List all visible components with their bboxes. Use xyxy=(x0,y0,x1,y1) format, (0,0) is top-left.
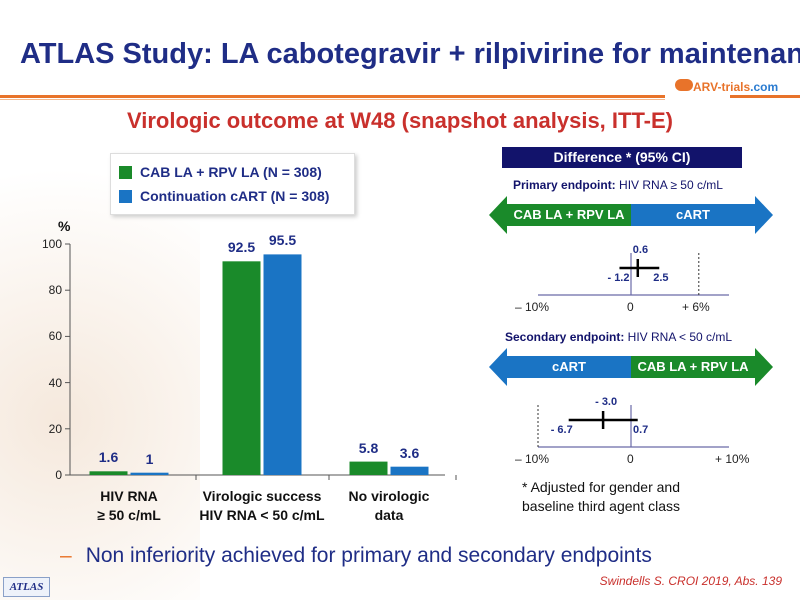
left-arrow-label: CAB LA + RPV LA xyxy=(513,207,625,222)
legend-swatch xyxy=(119,165,132,179)
endpoint-title: Secondary endpoint: HIV RNA < 50 c/mL xyxy=(505,330,732,344)
category-line: HIV RNA xyxy=(100,488,158,504)
y-axis-label: % xyxy=(58,218,71,234)
category-line: Virologic success xyxy=(202,488,322,504)
ci-low-label: - 1.2 xyxy=(607,272,630,284)
category-line: No virologic xyxy=(348,488,430,504)
legend-item-cab: CAB LA + RPV LA (N = 308) xyxy=(119,160,346,184)
x-category-label: Virologic success HIV RNA < 50 c/mL xyxy=(187,487,337,525)
conclusion-text: Non inferiority achieved for primary and… xyxy=(85,544,652,567)
endpoint-label: HIV RNA < 50 c/mL xyxy=(624,330,733,344)
header-divider xyxy=(0,95,665,98)
category-line: HIV RNA < 50 c/mL xyxy=(199,507,325,523)
bar xyxy=(263,254,302,475)
legend-item-cart: Continuation cART (N = 308) xyxy=(119,184,346,208)
right-arrow xyxy=(631,196,773,234)
endpoint-label: HIV RNA ≥ 50 c/mL xyxy=(615,178,723,192)
category-line: data xyxy=(374,507,404,523)
bar-value-label: 3.6 xyxy=(399,444,420,461)
estimate-label: - 3.0 xyxy=(595,396,618,408)
bar-value-label: 5.8 xyxy=(358,439,379,456)
axis-tick-label: + 6% xyxy=(682,300,710,314)
axis-tick-label: + 10% xyxy=(715,452,750,466)
bar xyxy=(89,471,128,475)
arv-trials-logo: ARV-trials.com xyxy=(693,80,779,94)
left-arrow xyxy=(489,196,631,234)
legend-label: Continuation cART (N = 308) xyxy=(140,188,330,204)
category-line: ≥ 50 c/mL xyxy=(97,507,161,523)
axis-tick-label: 0 xyxy=(627,300,634,314)
bar xyxy=(222,261,261,475)
ci-high-label: 0.7 xyxy=(633,424,649,436)
right-arrow-label: cART xyxy=(676,207,710,222)
header-divider-thin xyxy=(0,99,665,100)
footnote-line: baseline third agent class xyxy=(522,498,680,514)
bar xyxy=(390,466,429,475)
endpoint-label-bold: Secondary endpoint: xyxy=(505,330,625,344)
bar-value-label: 1.6 xyxy=(98,449,119,466)
x-category-label: HIV RNA ≥ 50 c/mL xyxy=(54,487,204,525)
conclusion-bullet: – Non inferiority achieved for primary an… xyxy=(60,544,652,567)
footnote: * Adjusted for gender and baseline third… xyxy=(522,478,680,516)
chart-subtitle: Virologic outcome at W48 (snapshot analy… xyxy=(126,108,674,133)
right-arrow-label: CAB LA + RPV LA xyxy=(637,359,749,374)
estimate-label: 0.6 xyxy=(632,244,649,256)
axis-tick-label: – 10% xyxy=(515,300,550,314)
legend-label: CAB LA + RPV LA (N = 308) xyxy=(140,164,322,180)
legend-swatch xyxy=(119,189,132,203)
bar-value-label: 95.5 xyxy=(268,232,297,249)
x-category-label: No virologic data xyxy=(314,487,464,525)
y-tick-label: 40 xyxy=(48,375,62,390)
endpoint-title: Primary endpoint: HIV RNA ≥ 50 c/mL xyxy=(513,178,723,192)
bar xyxy=(349,461,388,475)
bar xyxy=(130,472,169,475)
axis-tick-label: – 10% xyxy=(515,452,550,466)
left-arrow xyxy=(489,348,631,386)
y-tick-label: 60 xyxy=(48,329,62,344)
y-tick-label: 100 xyxy=(41,237,62,251)
right-arrow xyxy=(631,348,773,386)
ci-low-label: - 6.7 xyxy=(550,424,573,436)
header-divider-right xyxy=(730,95,800,98)
citation: Swindells S. CROI 2019, Abs. 139 xyxy=(599,574,782,588)
bar-value-label: 92.5 xyxy=(227,239,256,256)
y-tick-label: 0 xyxy=(55,468,62,482)
ci-high-label: 2.5 xyxy=(653,272,669,284)
y-tick-label: 20 xyxy=(48,421,62,436)
bar-value-label: 1 xyxy=(145,450,154,467)
left-arrow-label: cART xyxy=(552,359,586,374)
difference-header: Difference * (95% CI) xyxy=(502,147,742,168)
y-tick-label: 80 xyxy=(48,283,62,298)
atlas-badge: ATLAS xyxy=(3,577,50,597)
endpoint-label-bold: Primary endpoint: xyxy=(513,178,616,192)
footnote-line: * Adjusted for gender and xyxy=(522,479,681,495)
chart-legend: CAB LA + RPV LA (N = 308) Continuation c… xyxy=(110,153,355,215)
pill-bottle-icon xyxy=(675,79,693,91)
slide-title: ATLAS Study: LA cabotegravir + rilpiviri… xyxy=(20,38,800,70)
axis-tick-label: 0 xyxy=(627,452,634,466)
